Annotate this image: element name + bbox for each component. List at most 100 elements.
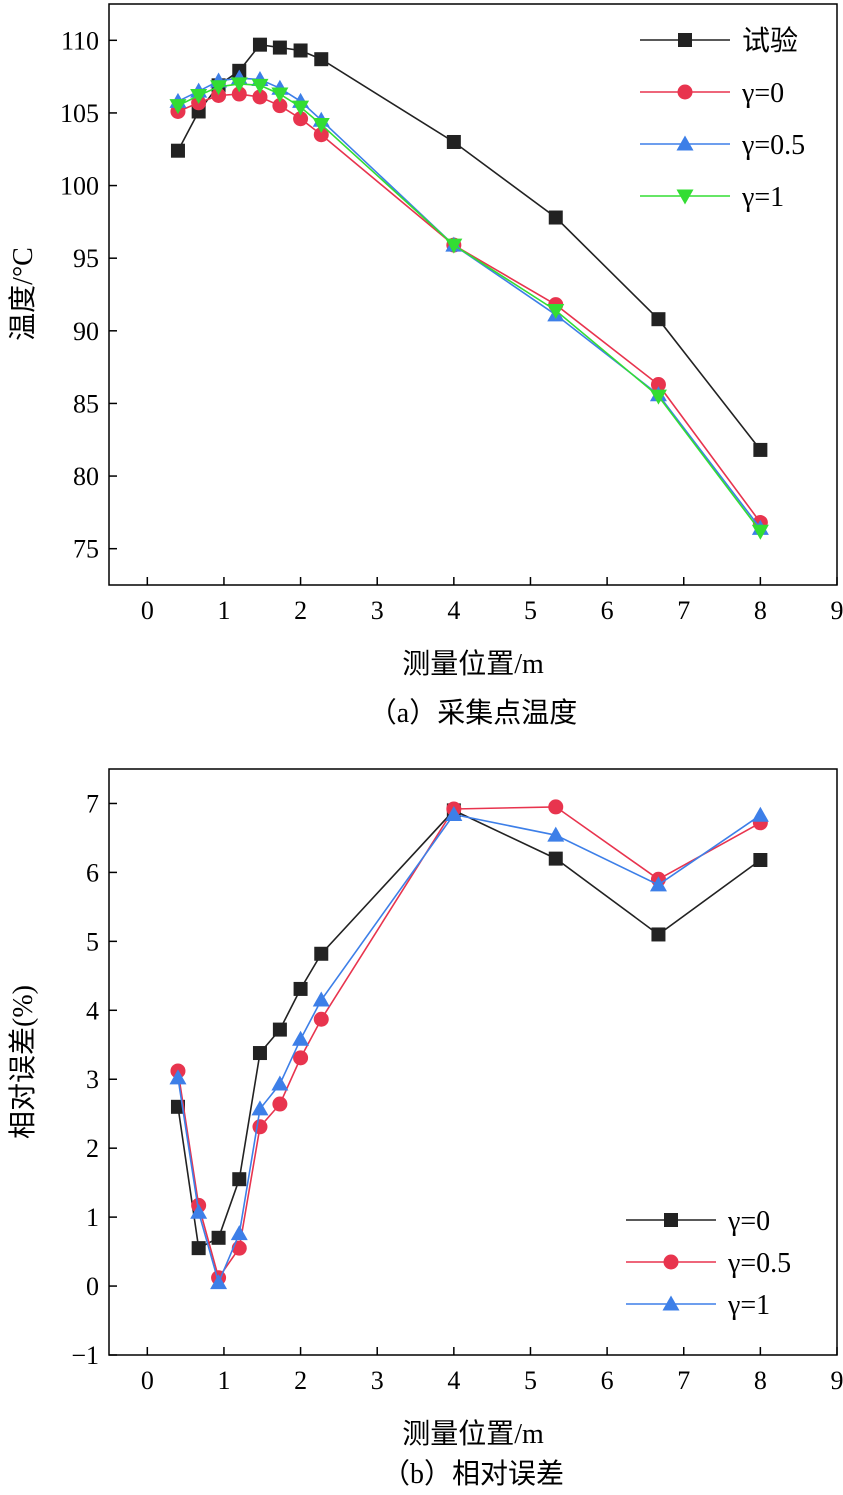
data-point bbox=[292, 100, 310, 116]
chart-b-xlabel: 测量位置/m bbox=[402, 1418, 544, 1450]
data-point bbox=[753, 442, 768, 457]
series-2 bbox=[170, 799, 768, 1286]
data-point bbox=[232, 1172, 247, 1187]
legend-entry: 试验 bbox=[640, 25, 798, 57]
data-point bbox=[251, 78, 269, 94]
legend-label: γ=0.5 bbox=[741, 130, 805, 161]
y-tick-label: 90 bbox=[73, 317, 99, 346]
data-point bbox=[751, 524, 769, 540]
x-tick-label: 9 bbox=[831, 1366, 843, 1395]
chart-a-legend: 试验 γ=0 γ=0.5 γ=1 bbox=[640, 25, 805, 213]
data-point bbox=[547, 826, 565, 842]
x-tick-label: 0 bbox=[141, 596, 154, 625]
data-point bbox=[548, 799, 564, 815]
data-point bbox=[649, 876, 667, 892]
chart-b-legend: γ=0 γ=0.5 γ=1 bbox=[626, 1206, 791, 1321]
data-point bbox=[548, 210, 563, 225]
chart-a-plot-frame bbox=[108, 3, 838, 586]
legend-entry: γ=0.5 bbox=[626, 1248, 791, 1279]
x-tick-label: 7 bbox=[677, 1366, 690, 1395]
data-point bbox=[313, 1011, 329, 1027]
legend-marker bbox=[678, 33, 692, 47]
data-point bbox=[292, 1030, 310, 1046]
series-line bbox=[177, 809, 761, 1250]
series-line bbox=[177, 77, 762, 529]
data-point bbox=[271, 1075, 289, 1091]
x-tick-label: 3 bbox=[371, 596, 384, 625]
chart-b-ticks: 0 1 2 3 4 5 6 7 8 9 −1 0 1 2 3 4 5 6 7 bbox=[71, 789, 843, 1395]
x-tick-label: 1 bbox=[217, 596, 230, 625]
legend-entry: γ=1 bbox=[640, 182, 784, 213]
data-point bbox=[210, 1274, 228, 1290]
legend-label: 试验 bbox=[742, 25, 798, 57]
chart-a-caption: （a）采集点温度 bbox=[369, 697, 577, 729]
legend-label: γ=0.5 bbox=[727, 1248, 791, 1279]
chart-a: 0 1 2 3 4 5 6 7 8 9 75 80 85 90 95 100 105 110 试验 γ=0 γ=0.5… bbox=[7, 3, 843, 729]
x-tick-label: 2 bbox=[294, 1366, 307, 1395]
data-point bbox=[272, 1022, 287, 1037]
data-point bbox=[651, 927, 666, 942]
series-line bbox=[177, 83, 762, 532]
data-point bbox=[312, 991, 330, 1007]
legend-label: γ=0 bbox=[727, 1206, 770, 1237]
data-point bbox=[293, 43, 308, 58]
data-point bbox=[651, 312, 666, 327]
y-tick-label: 100 bbox=[60, 172, 99, 201]
series-1 bbox=[170, 803, 768, 1256]
data-point bbox=[293, 1050, 309, 1066]
x-tick-label: 1 bbox=[217, 1366, 230, 1395]
data-point bbox=[293, 981, 308, 996]
data-point bbox=[252, 89, 268, 105]
x-tick-label: 4 bbox=[447, 596, 460, 625]
y-tick-label: 5 bbox=[86, 927, 99, 956]
chart-b-ylabel: 相对误差(%) bbox=[7, 985, 39, 1139]
x-tick-label: 6 bbox=[601, 1366, 614, 1395]
data-point bbox=[650, 377, 666, 393]
data-point bbox=[548, 851, 563, 866]
x-tick-label: 6 bbox=[601, 596, 614, 625]
data-point bbox=[211, 88, 227, 104]
data-point bbox=[313, 127, 329, 143]
data-point bbox=[252, 37, 267, 52]
series-line bbox=[177, 806, 761, 1280]
x-tick-label: 7 bbox=[677, 596, 690, 625]
legend-marker bbox=[677, 84, 693, 100]
series-3 bbox=[169, 806, 769, 1290]
x-tick-label: 4 bbox=[447, 1366, 460, 1395]
y-tick-label: −1 bbox=[71, 1341, 99, 1370]
legend-marker bbox=[676, 189, 694, 205]
legend-label: γ=1 bbox=[727, 1290, 770, 1321]
legend-marker bbox=[662, 1295, 680, 1311]
series-line bbox=[177, 43, 762, 451]
y-tick-label: 7 bbox=[86, 789, 99, 818]
chart-a-ylabel: 温度/°C bbox=[7, 247, 39, 341]
series-4 bbox=[169, 77, 769, 540]
y-tick-label: 105 bbox=[60, 99, 99, 128]
y-tick-label: 75 bbox=[73, 535, 99, 564]
series-line bbox=[177, 813, 761, 1286]
y-tick-label: 85 bbox=[73, 389, 99, 418]
y-tick-label: 3 bbox=[86, 1065, 99, 1094]
x-tick-label: 0 bbox=[141, 1366, 154, 1395]
legend-entry: γ=0 bbox=[640, 78, 784, 109]
x-tick-label: 8 bbox=[754, 596, 767, 625]
data-point bbox=[272, 98, 288, 114]
x-tick-label: 2 bbox=[294, 596, 307, 625]
legend-label: γ=0 bbox=[741, 78, 784, 109]
chart-b-plot-frame bbox=[108, 768, 838, 1356]
series-3 bbox=[169, 69, 769, 535]
data-point bbox=[445, 238, 463, 254]
data-point bbox=[190, 1203, 208, 1219]
data-point bbox=[314, 946, 329, 961]
data-point bbox=[190, 89, 208, 105]
data-point bbox=[230, 77, 248, 93]
data-point bbox=[314, 52, 329, 67]
legend-marker bbox=[664, 1213, 678, 1227]
data-point bbox=[293, 111, 309, 127]
data-point bbox=[445, 806, 463, 822]
y-tick-label: 1 bbox=[86, 1203, 99, 1232]
x-tick-label: 3 bbox=[371, 1366, 384, 1395]
legend-entry: γ=0.5 bbox=[640, 130, 805, 161]
data-point bbox=[547, 303, 565, 319]
